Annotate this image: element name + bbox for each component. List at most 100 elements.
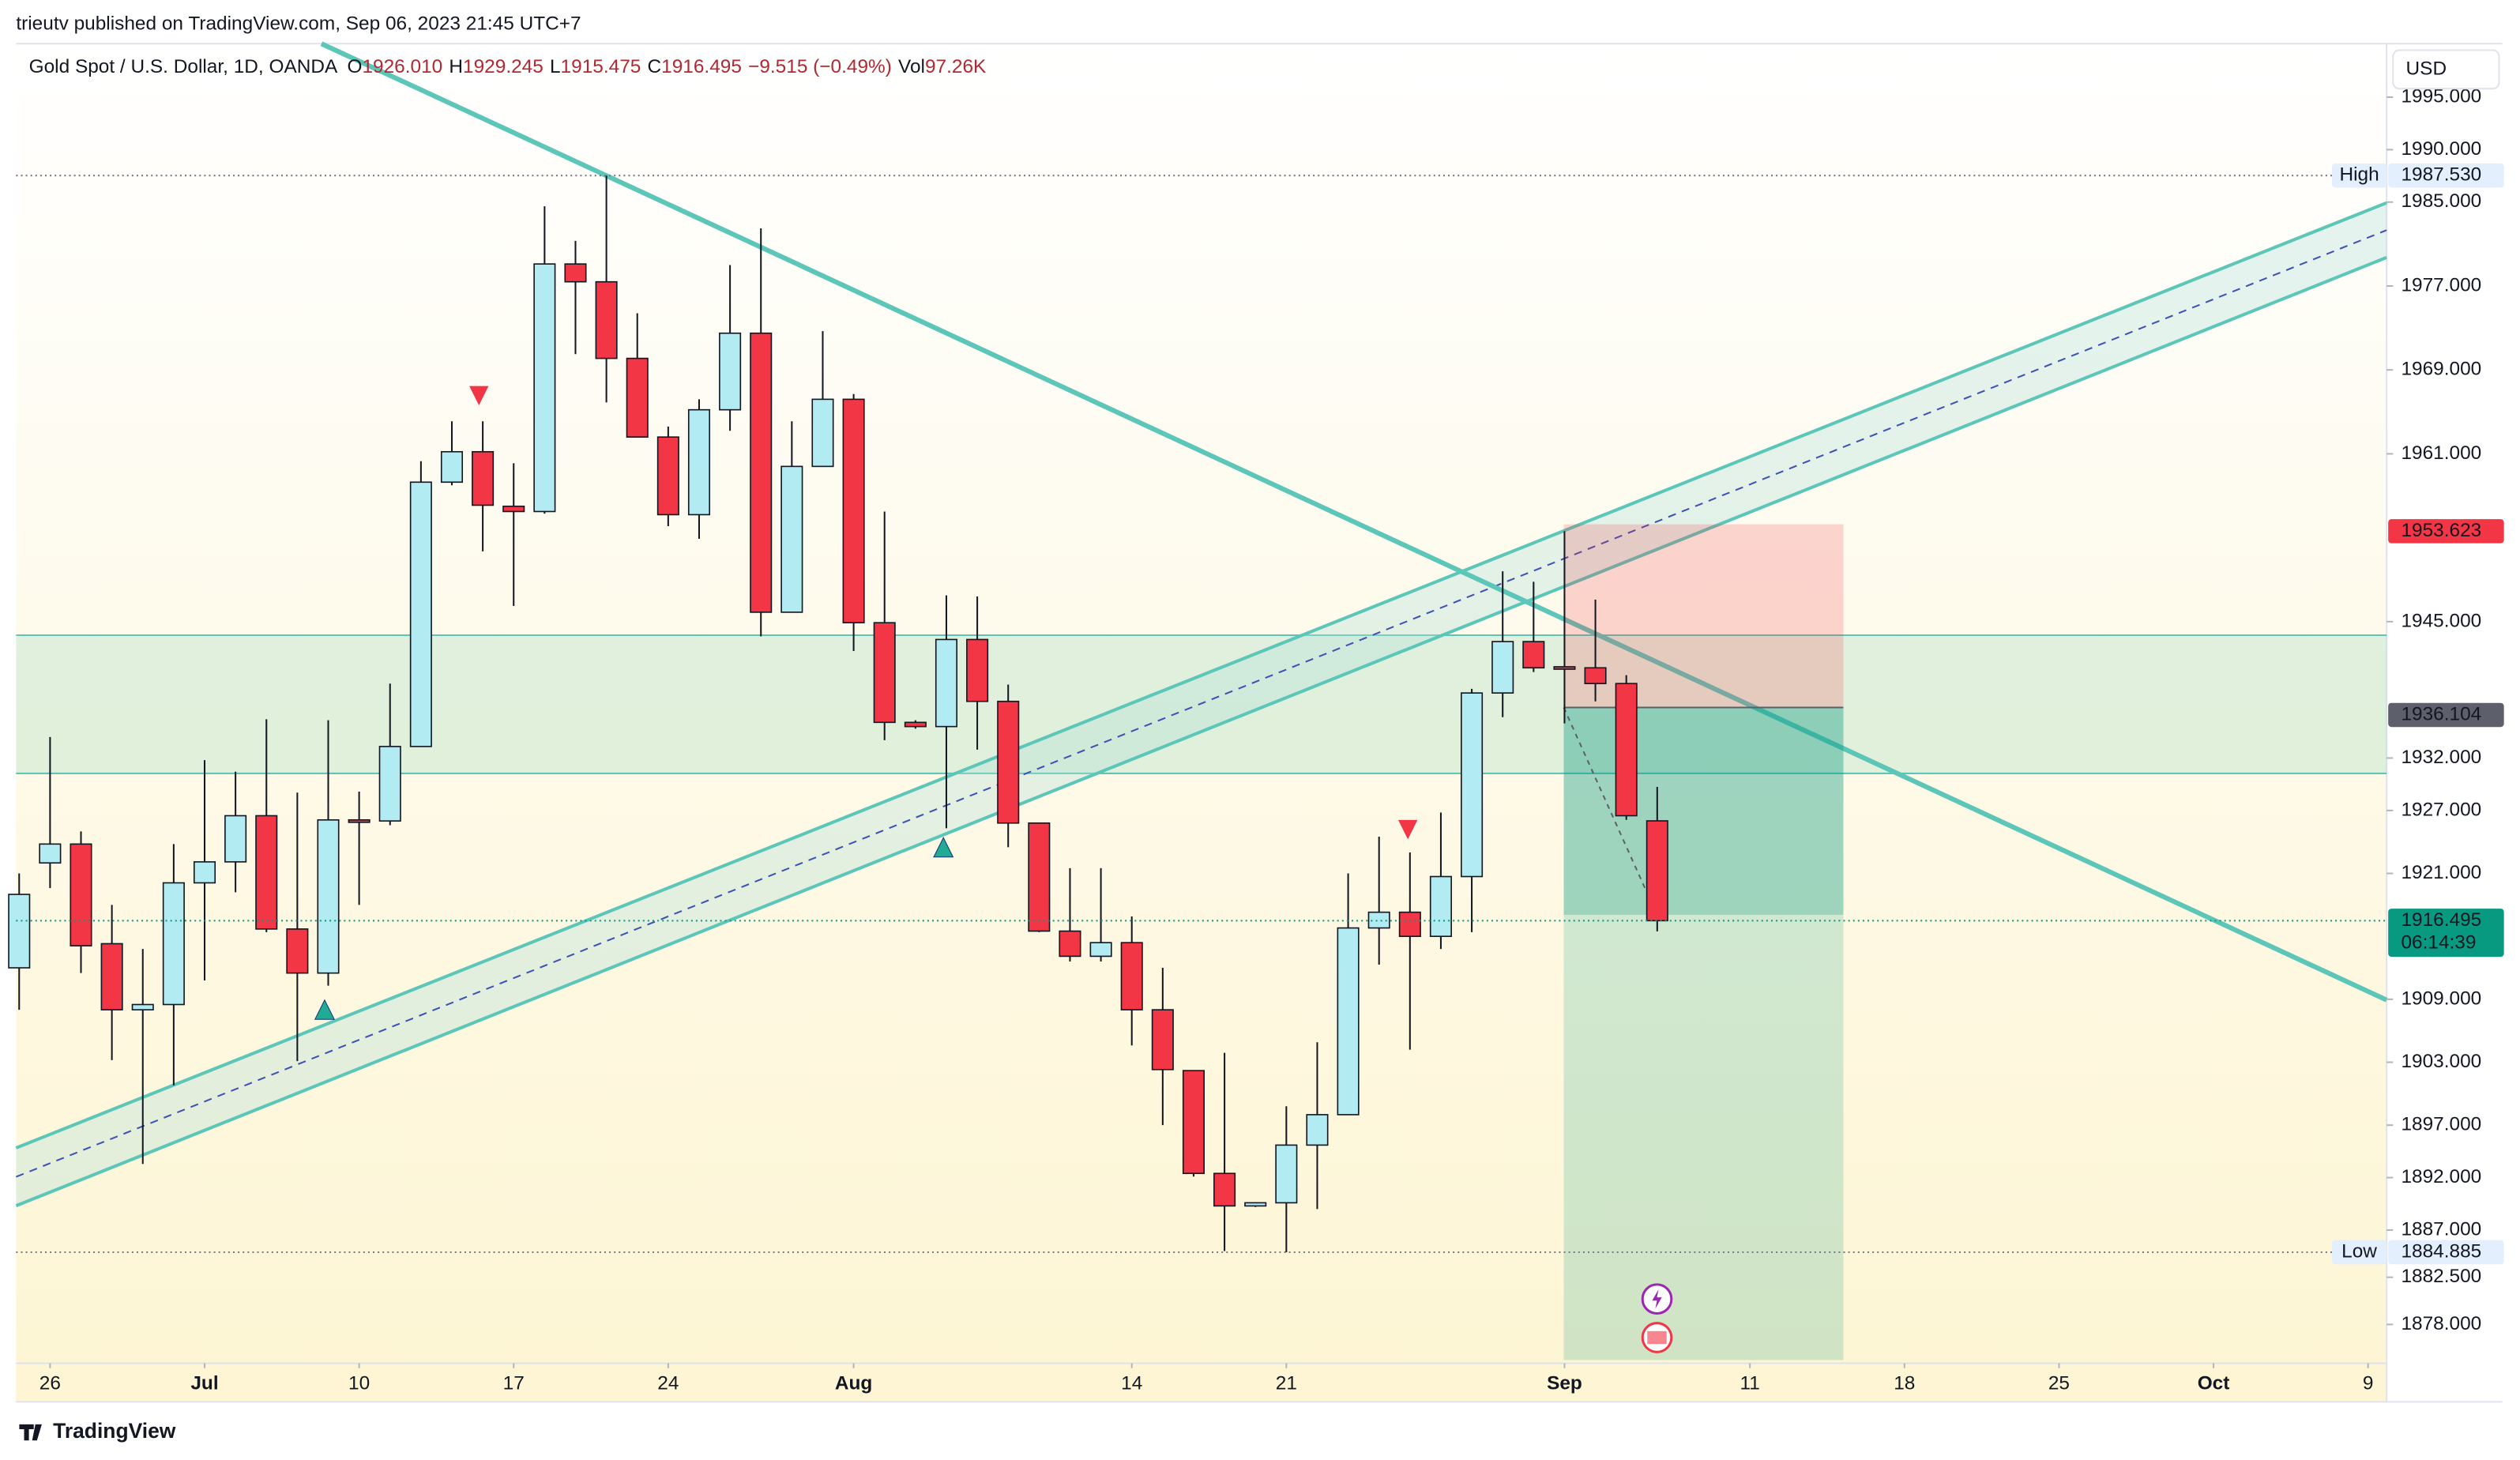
candle-body xyxy=(1522,641,1545,669)
buy-marker xyxy=(933,837,954,858)
candle-body xyxy=(502,506,525,513)
candle-body xyxy=(1182,1070,1205,1175)
candle-body xyxy=(1646,820,1668,922)
candle-body xyxy=(1584,667,1607,685)
legend-symbol: Gold Spot / U.S. Dollar, 1D, OANDA xyxy=(29,56,338,77)
price-label: 1987.530 xyxy=(2401,164,2481,186)
price-tag: Low xyxy=(2341,1240,2377,1262)
candle-body xyxy=(472,450,495,506)
y-tick-label: 1977.000 xyxy=(2401,274,2481,295)
stop-zone xyxy=(1563,524,1844,708)
price-label: 1953.623 xyxy=(2401,520,2481,541)
legend-key: L xyxy=(550,56,561,77)
candle-body xyxy=(440,450,464,484)
candle-body xyxy=(1553,666,1576,670)
legend-value: 1926.010 xyxy=(362,56,442,77)
x-tick-label: 18 xyxy=(1894,1372,1915,1394)
x-tick-label: 14 xyxy=(1121,1372,1142,1394)
candle-body xyxy=(1059,930,1081,958)
flag-icon xyxy=(1647,1330,1667,1345)
footer-logo xyxy=(19,1424,42,1441)
price-tag: High xyxy=(2339,164,2379,186)
candle-body xyxy=(1615,683,1638,817)
y-tick-label: 1921.000 xyxy=(2401,862,2481,883)
candle-body xyxy=(1491,641,1514,694)
candle-body xyxy=(1337,927,1360,1116)
candle-body xyxy=(348,818,370,823)
candle-body xyxy=(1089,942,1112,958)
countdown: 06:14:39 xyxy=(2401,931,2476,953)
publisher: trieutv published on TradingView.com, Se… xyxy=(16,13,581,34)
candle-body xyxy=(224,815,247,863)
candle-body xyxy=(100,943,123,1010)
candles xyxy=(8,175,1668,1253)
price-label-box xyxy=(2388,909,2504,958)
y-tick-label: 1985.000 xyxy=(2401,190,2481,212)
candle-body xyxy=(1028,822,1051,932)
target-zone xyxy=(1563,707,1844,1360)
y-tick-label: 1969.000 xyxy=(2401,359,2481,380)
candle-body xyxy=(131,1003,154,1010)
y-tick-label: 1932.000 xyxy=(2401,747,2481,768)
candle-body xyxy=(1213,1172,1236,1207)
channel-upper xyxy=(15,201,2387,1150)
candle-body xyxy=(533,263,556,513)
candle-body xyxy=(1244,1202,1267,1207)
candle-body xyxy=(1398,911,1421,937)
y-tick-label: 1892.000 xyxy=(2401,1166,2481,1187)
y-tick-label: 1961.000 xyxy=(2401,442,2481,464)
x-tick-label: 26 xyxy=(39,1372,61,1394)
candle-body xyxy=(1367,911,1390,929)
candle-body xyxy=(1151,1009,1174,1071)
x-tick-label: Oct xyxy=(2198,1372,2230,1394)
legend-key: H xyxy=(449,56,463,77)
candle-body xyxy=(317,818,340,974)
candle-body xyxy=(193,861,216,884)
sell-marker xyxy=(1397,819,1418,840)
price-tag-box xyxy=(2331,163,2387,188)
candle-body xyxy=(378,746,401,822)
x-tick-label: Aug xyxy=(835,1372,872,1394)
y-tick-label: 1897.000 xyxy=(2401,1114,2481,1135)
x-tick-label: 10 xyxy=(348,1372,370,1394)
candle-body xyxy=(1120,942,1143,1010)
x-tick-label: 24 xyxy=(657,1372,679,1394)
candle-body xyxy=(687,408,711,516)
profit-zone xyxy=(1563,707,1844,915)
legend-value: 1929.245 xyxy=(463,56,543,77)
legend-value: 1916.495 xyxy=(661,56,742,77)
price-label-box xyxy=(2388,702,2504,728)
channel-lower xyxy=(15,255,2387,1208)
y-tick-label: 1909.000 xyxy=(2401,988,2481,1009)
candle-body xyxy=(626,357,649,438)
candle-body xyxy=(719,332,742,411)
price-tag-box xyxy=(2331,1240,2387,1265)
y-tick-label: 1878.000 xyxy=(2401,1313,2481,1334)
trend-line xyxy=(320,41,2388,1003)
y-tick-label: 1945.000 xyxy=(2401,610,2481,631)
x-tick-label: 25 xyxy=(2048,1372,2070,1394)
candle-body xyxy=(997,700,1020,824)
event-icon-bolt xyxy=(1652,1289,1662,1309)
x-tick-label: 21 xyxy=(1276,1372,1297,1394)
x-tick-label: 9 xyxy=(2363,1372,2374,1394)
price-label: 1884.885 xyxy=(2401,1240,2481,1262)
price-label-box xyxy=(2388,163,2504,188)
sell-marker xyxy=(469,386,489,406)
candle-body xyxy=(904,721,927,728)
candle-body xyxy=(780,465,803,613)
y-tick-label: 1927.000 xyxy=(2401,799,2481,820)
candle-body xyxy=(409,481,432,747)
candle-body xyxy=(70,843,92,946)
footer-brand: TradingView xyxy=(53,1419,176,1443)
candle-body xyxy=(595,280,618,359)
price-label-box xyxy=(2388,519,2504,544)
legend-key: C xyxy=(647,56,661,77)
candle-body xyxy=(656,436,679,516)
candle-body xyxy=(873,622,896,724)
y-tick-label: 1887.000 xyxy=(2401,1218,2481,1240)
y-tick-label: 1990.000 xyxy=(2401,138,2481,160)
currency-button[interactable] xyxy=(2392,49,2500,90)
candle-body xyxy=(1429,875,1452,937)
